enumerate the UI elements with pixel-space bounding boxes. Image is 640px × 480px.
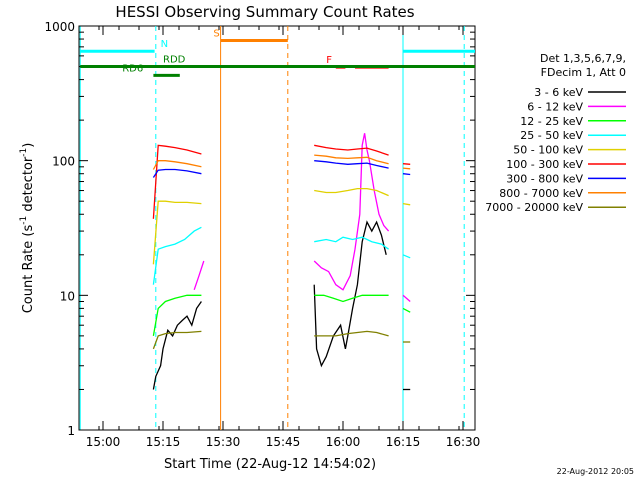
series-1-segment-1: [313, 133, 390, 291]
x-axis-label: Start Time (22-Aug-12 14:54:02): [164, 457, 376, 472]
x-tick-label-1: 15:15: [146, 435, 181, 449]
y-axis-label: Count Rate (s-1 detector-1): [19, 143, 36, 314]
series-4-segment-1: [314, 187, 389, 197]
y-tick-label-3: 1000: [44, 20, 75, 34]
y-axis-label-main: Count Rate (s: [21, 225, 36, 314]
series-8-segment-0: [152, 330, 202, 350]
series-1-segment-2: [402, 294, 411, 302]
series-5-segment-0: [152, 144, 202, 219]
legend-label-6: 300 - 800 keV: [506, 172, 583, 185]
legend-label-3: 25 - 50 keV: [520, 129, 583, 142]
series-5-segment-1: [314, 144, 389, 156]
series-3-segment-1: [314, 236, 389, 250]
series-4-segment-0: [152, 200, 202, 265]
y-axis-label-sup1: -1: [19, 216, 29, 225]
legend-label-7: 800 - 7000 keV: [499, 187, 583, 200]
legend-header-line-1: Det 1,3,5,6,7,9,: [540, 52, 626, 65]
footer-timestamp: 22-Aug-2012 20:05: [557, 467, 634, 476]
legend-label-8: 7000 - 20000 keV: [485, 201, 583, 214]
series-2-segment-1: [314, 294, 389, 303]
x-tick-label-5: 16:15: [386, 435, 421, 449]
y-tick-label-1: 10: [60, 289, 75, 303]
y-axis-label-sup2: -1: [19, 148, 29, 157]
x-tick-label-4: 16:00: [326, 435, 361, 449]
annotation-label-3: F: [326, 55, 332, 66]
series-7-segment-1: [314, 154, 389, 165]
plot-area: 1 10 100 1000 15:00 15:15 15:30 15:45 16:00 16:15…: [44, 20, 480, 449]
series-7-segment-0: [152, 160, 202, 170]
x-tick-label-0: 15:00: [86, 435, 121, 449]
series-3-segment-0: [152, 226, 202, 285]
series-2-segment-0: [152, 294, 202, 337]
legend-label-0: 3 - 6 keV: [534, 86, 583, 99]
series-6-segment-1: [314, 160, 389, 169]
series-8-segment-1: [314, 330, 389, 337]
series-0-segment-1: [313, 220, 387, 368]
x-tick-label-3: 15:45: [266, 435, 301, 449]
series-7-segment-2: [402, 167, 411, 170]
legend-label-2: 12 - 25 keV: [520, 115, 583, 128]
legend-label-4: 50 - 100 keV: [513, 144, 583, 157]
legend-label-5: 100 - 300 keV: [506, 158, 583, 171]
plot-frame: [78, 25, 476, 431]
legend-label-1: 6 - 12 keV: [527, 100, 583, 113]
x-tick-label-2: 15:30: [206, 435, 241, 449]
annotation-label-2: S: [213, 29, 219, 40]
annotation-label-0: N: [161, 39, 168, 50]
annotation-label-5: RD6: [122, 63, 143, 74]
y-axis-label-mid: detector: [21, 156, 36, 216]
series-0-segment-0: [152, 301, 202, 390]
series-5-segment-2: [402, 163, 411, 165]
x-tick-label-6: 16:30: [446, 435, 481, 449]
y-axis-label-end: ): [21, 143, 36, 148]
y-tick-label-0: 1: [67, 424, 75, 438]
series-4-segment-2: [402, 202, 411, 206]
series-3-segment-2: [402, 254, 411, 259]
series-2-segment-2: [402, 307, 411, 313]
legend-header-line-2: FDecim 1, Att 0: [541, 66, 626, 79]
chart-title: HESSI Observing Summary Count Rates: [115, 3, 414, 21]
y-tick-label-2: 100: [52, 155, 75, 169]
annotation-label-4: RDD: [163, 55, 186, 66]
series-6-segment-0: [152, 168, 202, 178]
series-1-segment-0: [193, 260, 205, 291]
series-6-segment-2: [402, 173, 411, 176]
